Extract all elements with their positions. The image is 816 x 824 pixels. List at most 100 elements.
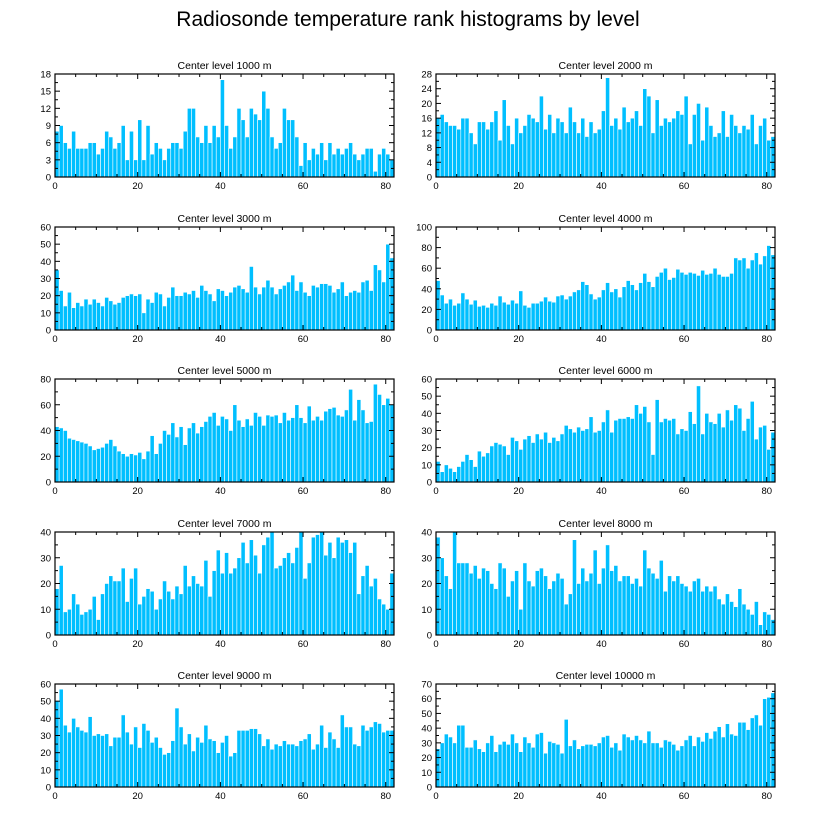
histogram-bar <box>609 570 615 636</box>
histogram-bar <box>182 743 188 788</box>
histogram-bar <box>356 593 362 636</box>
histogram-bar <box>501 741 507 788</box>
histogram-bar <box>141 312 147 331</box>
histogram-bar <box>141 596 147 636</box>
histogram-bar <box>137 119 143 178</box>
histogram-bar <box>360 281 366 331</box>
histogram-bar <box>58 427 64 483</box>
y-tick-label: 0 <box>427 783 432 794</box>
histogram-bar <box>555 117 561 178</box>
x-tick-label: 80 <box>380 334 391 345</box>
histogram-bar <box>339 153 345 178</box>
histogram-bar <box>663 267 668 331</box>
histogram-bar <box>754 252 759 331</box>
histogram-bar <box>257 416 263 483</box>
histogram-bar <box>539 95 544 178</box>
histogram-bar <box>696 578 701 636</box>
histogram-bar <box>518 751 524 788</box>
histogram-bar <box>683 430 689 483</box>
histogram-bar <box>327 541 333 636</box>
x-tick-label: 40 <box>215 486 226 497</box>
histogram-bar <box>368 421 374 483</box>
y-tick-label: 0 <box>46 631 51 642</box>
histogram-bar <box>100 735 105 788</box>
histogram-bar <box>708 738 714 788</box>
histogram-bar <box>567 745 573 788</box>
histogram-bar <box>539 567 544 636</box>
y-tick-label: 0 <box>427 478 432 489</box>
histogram-bar <box>311 536 316 636</box>
histogram-bar <box>356 745 362 788</box>
histogram-bar <box>460 724 466 788</box>
histogram-bar <box>240 119 246 178</box>
histogram-bar <box>373 170 378 178</box>
histogram-bar <box>754 601 759 636</box>
y-tick-label: 6 <box>46 138 51 149</box>
histogram-bar <box>547 300 553 331</box>
histogram-bar <box>687 143 693 178</box>
histogram-bar <box>377 598 382 636</box>
histogram-bar <box>323 747 329 788</box>
histogram-bar <box>716 413 722 483</box>
histogram-bar <box>588 744 594 788</box>
histogram-bar <box>687 590 693 636</box>
histogram-bar <box>240 541 246 636</box>
histogram-bar <box>315 286 320 331</box>
histogram-bar <box>149 153 155 178</box>
histogram-bar <box>100 305 105 331</box>
histogram-bar <box>452 125 457 178</box>
histogram-bar <box>265 414 271 483</box>
histogram-bar <box>203 724 209 788</box>
histogram-bar <box>344 295 349 331</box>
panel-title: Center level 5000 m <box>178 365 272 377</box>
histogram-bar <box>588 572 594 636</box>
histogram-bar <box>741 430 747 483</box>
histogram-bar <box>547 442 553 483</box>
histogram-bar <box>621 286 627 331</box>
histogram-bar <box>675 268 681 331</box>
histogram-bar <box>609 125 615 178</box>
histogram-bar <box>625 416 631 483</box>
histogram-bar <box>712 585 718 636</box>
histogram-bar <box>654 399 660 483</box>
histogram-bar <box>729 273 734 331</box>
histogram-bar <box>460 117 466 178</box>
histogram-bar <box>277 565 283 636</box>
histogram-bar <box>671 277 677 331</box>
histogram-bar <box>232 404 238 483</box>
histogram-bar <box>762 611 768 636</box>
x-tick-label: 60 <box>679 334 690 345</box>
histogram-bar <box>137 452 143 483</box>
histogram-bar <box>294 290 300 331</box>
histogram-bar <box>497 139 503 178</box>
histogram-bar <box>277 288 283 331</box>
histogram-bar <box>116 302 122 331</box>
y-tick-label: 40 <box>421 528 432 539</box>
histogram-bar <box>683 585 689 636</box>
histogram-bar <box>481 121 486 178</box>
histogram-bar <box>663 739 668 788</box>
panel-title: Center level 9000 m <box>178 670 272 682</box>
histogram-bar <box>87 716 93 788</box>
y-tick-label: 30 <box>40 731 51 742</box>
histogram-bar <box>158 443 163 483</box>
histogram-bar <box>319 724 325 788</box>
histogram-bar <box>91 596 97 636</box>
histogram-bar <box>253 554 258 636</box>
y-tick-label: 18 <box>40 70 51 81</box>
histogram-bar <box>758 724 763 788</box>
y-tick-label: 30 <box>421 738 432 749</box>
x-tick-label: 80 <box>380 486 391 497</box>
histogram-bar <box>269 531 275 636</box>
histogram-bar <box>96 153 101 178</box>
histogram-bar <box>754 714 759 788</box>
histogram-bar <box>601 289 606 331</box>
histogram-bar <box>526 435 532 483</box>
histogram-bar <box>282 557 287 636</box>
histogram-bar <box>170 598 176 636</box>
histogram-bar <box>116 580 122 636</box>
histogram-bar <box>530 302 536 331</box>
histogram-bar <box>530 585 536 636</box>
histogram-bar <box>108 575 114 636</box>
histogram-bar <box>162 305 167 331</box>
